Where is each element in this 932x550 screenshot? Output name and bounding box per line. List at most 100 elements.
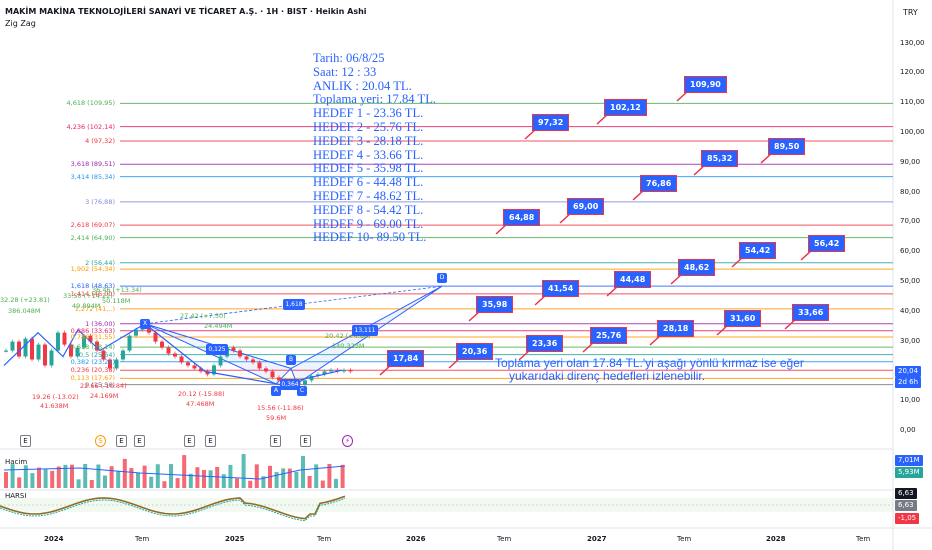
volume-bar <box>23 465 28 488</box>
candle-body <box>335 369 340 372</box>
pattern-point-c: C <box>297 385 307 396</box>
target-box: 89,50 <box>768 138 806 155</box>
volume-bar <box>281 468 286 488</box>
pattern-ratio-label: 13,111 <box>352 325 378 336</box>
volume-bar <box>327 464 332 488</box>
volume-bar <box>320 480 325 488</box>
candle-body <box>231 347 236 351</box>
volume-bar <box>248 480 253 488</box>
candle-body <box>199 368 203 372</box>
zigzag-label: 15.56 (-11.86) <box>257 404 304 412</box>
pattern-point-a: A <box>271 385 281 396</box>
volume-bar <box>122 458 127 488</box>
target-box: 17,84 <box>387 350 425 367</box>
earnings-event-icon: E <box>184 435 195 447</box>
time-axis-label: Tem <box>677 535 692 543</box>
price-axis-label: 30,00 <box>900 336 921 345</box>
volume-bar <box>50 470 55 488</box>
target-box: 56,42 <box>808 235 846 252</box>
candle-body <box>127 335 132 351</box>
earnings-event-icon: E <box>116 435 127 447</box>
volume-bar <box>307 476 312 488</box>
volume-bar <box>63 464 68 488</box>
candle-body <box>316 374 320 376</box>
fib-level-label: 0,113 (17,67) <box>70 374 115 383</box>
time-axis-label: 2024 <box>44 535 64 543</box>
fib-level-label: 1,414 (46,00) <box>70 289 115 298</box>
symbol-title[interactable]: MAKİM MAKİNA TEKNOLOJİLERİ SANAYİ VE TİC… <box>5 7 367 16</box>
volume-bar <box>142 465 147 488</box>
volume-label[interactable]: Hacim <box>5 458 28 466</box>
harsi-label[interactable]: HARSI <box>5 492 27 500</box>
analysis-info-box: Tarih: 06/8/25 Saat: 12 : 33 ANLIK : 20.04… <box>313 51 436 245</box>
candle-body <box>179 356 184 363</box>
volume-bar <box>155 464 160 488</box>
candle-body <box>43 344 47 366</box>
candle-body <box>4 350 8 352</box>
candle-body <box>134 329 138 336</box>
volume-bar <box>70 464 74 488</box>
candle-body <box>160 341 164 348</box>
candle-body <box>69 344 73 357</box>
fib-level-label: 0,886 (33,63) <box>70 326 115 335</box>
candle-body <box>114 359 119 369</box>
candle-body <box>75 347 80 357</box>
volume-bar <box>89 480 94 488</box>
info-line: Tarih: 06/8/25 <box>313 51 385 65</box>
info-line: HEDEF 10- 89.50 TL. <box>313 230 427 245</box>
volume-bar <box>136 472 140 488</box>
price-axis-label: 110,00 <box>900 98 925 107</box>
fib-level-label: 2,618 (69,07) <box>70 221 115 230</box>
zigzag-label: 47.468M <box>186 400 215 408</box>
target-box: 41,54 <box>542 280 580 297</box>
candle-body <box>62 332 67 345</box>
fib-level-label: 2 (56,44) <box>85 258 115 267</box>
indicator-label[interactable]: Zig Zag <box>5 19 36 28</box>
volume-bar <box>129 468 134 488</box>
harsi-candles <box>0 497 346 522</box>
zigzag-label: 59.6M <box>266 414 287 422</box>
candle-body <box>101 350 106 360</box>
volume-bar <box>314 464 319 488</box>
fib-level-label: 3,618 (89,51) <box>70 160 115 169</box>
volume-bar <box>76 479 81 488</box>
price-axis-label: 60,00 <box>900 247 921 256</box>
zigzag-label: 41.638M <box>40 402 69 410</box>
target-box: 54,42 <box>739 242 777 259</box>
volume-bar <box>109 466 114 488</box>
target-box: 23,36 <box>526 335 564 352</box>
candle-body <box>257 362 262 369</box>
zigzag-lines <box>3 322 343 386</box>
zigzag-label: 19.26 (-13.02) <box>32 393 79 401</box>
time-axis-label: Tem <box>856 535 871 543</box>
harsi-tag-3: -1,05 <box>895 513 920 524</box>
volume-bar <box>188 473 193 488</box>
volume-bar <box>37 467 41 488</box>
volume-bar <box>175 478 180 488</box>
zigzag-label: 24.494M <box>204 322 233 330</box>
fib-level-label: 1,272 (41,..) <box>74 304 115 313</box>
info-line: ANLIK : 20.04 TL. <box>313 78 412 93</box>
target-box: 69,00 <box>567 198 605 215</box>
candle-body <box>309 375 314 381</box>
candle-body <box>244 356 249 360</box>
pattern-point-x: X <box>140 318 150 329</box>
candle-body <box>342 370 346 372</box>
target-box: 48,62 <box>678 259 716 276</box>
volume-bar <box>30 473 35 488</box>
target-box: 20,36 <box>456 343 494 360</box>
price-axis-label: 40,00 <box>900 306 921 315</box>
earnings-event-icon: E <box>270 435 281 447</box>
volume-bar <box>334 478 338 488</box>
fib-level-label: 1,618 (48,63) <box>70 282 115 291</box>
pattern-point-d: D <box>437 273 447 284</box>
zigzag-label: 24.169M <box>90 392 119 400</box>
fib-level-label: 3 (76,88) <box>85 197 115 206</box>
target-box: 44,48 <box>614 271 652 288</box>
candle-body <box>212 365 216 375</box>
earnings-event-icon: E <box>300 435 311 447</box>
harsi-tag-1: 6,63 <box>895 488 917 499</box>
currency-label[interactable]: TRY <box>903 8 918 17</box>
